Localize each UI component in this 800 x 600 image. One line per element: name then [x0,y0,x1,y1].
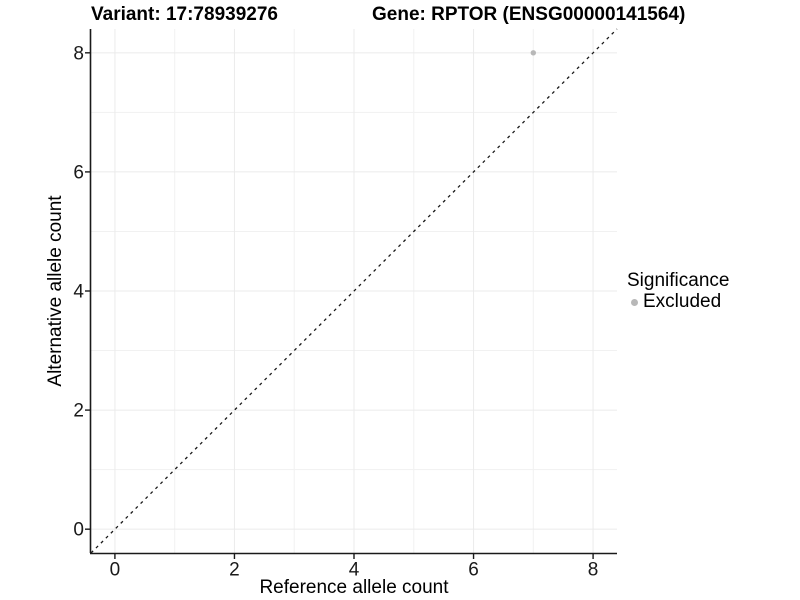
excluded-point-icon [631,298,638,306]
plot-title-variant: Variant: 17:78939276 [91,4,278,25]
x-tick-label: 2 [229,560,240,581]
y-tick-label: 6 [73,162,84,183]
plot-title-gene: Gene: RPTOR (ENSG00000141564) [372,4,686,25]
x-axis-label: Reference allele count [259,577,449,598]
y-tick-label: 4 [73,282,84,303]
x-tick-label: 0 [110,560,121,581]
y-tick-label: 2 [73,401,84,422]
y-tick-label: 8 [73,43,84,64]
data-point [530,50,537,56]
legend-item-label: Excluded [643,291,722,312]
legend-title: Significance [627,270,730,291]
x-tick-label: 6 [468,560,479,581]
legend-item-excluded: Excluded [631,291,729,312]
x-tick-label: 8 [588,560,599,581]
x-tick-label: 4 [349,560,360,581]
identity-dashed-line [90,28,618,554]
legend: Significance Excluded [627,270,730,313]
y-tick-label: 0 [73,520,84,541]
